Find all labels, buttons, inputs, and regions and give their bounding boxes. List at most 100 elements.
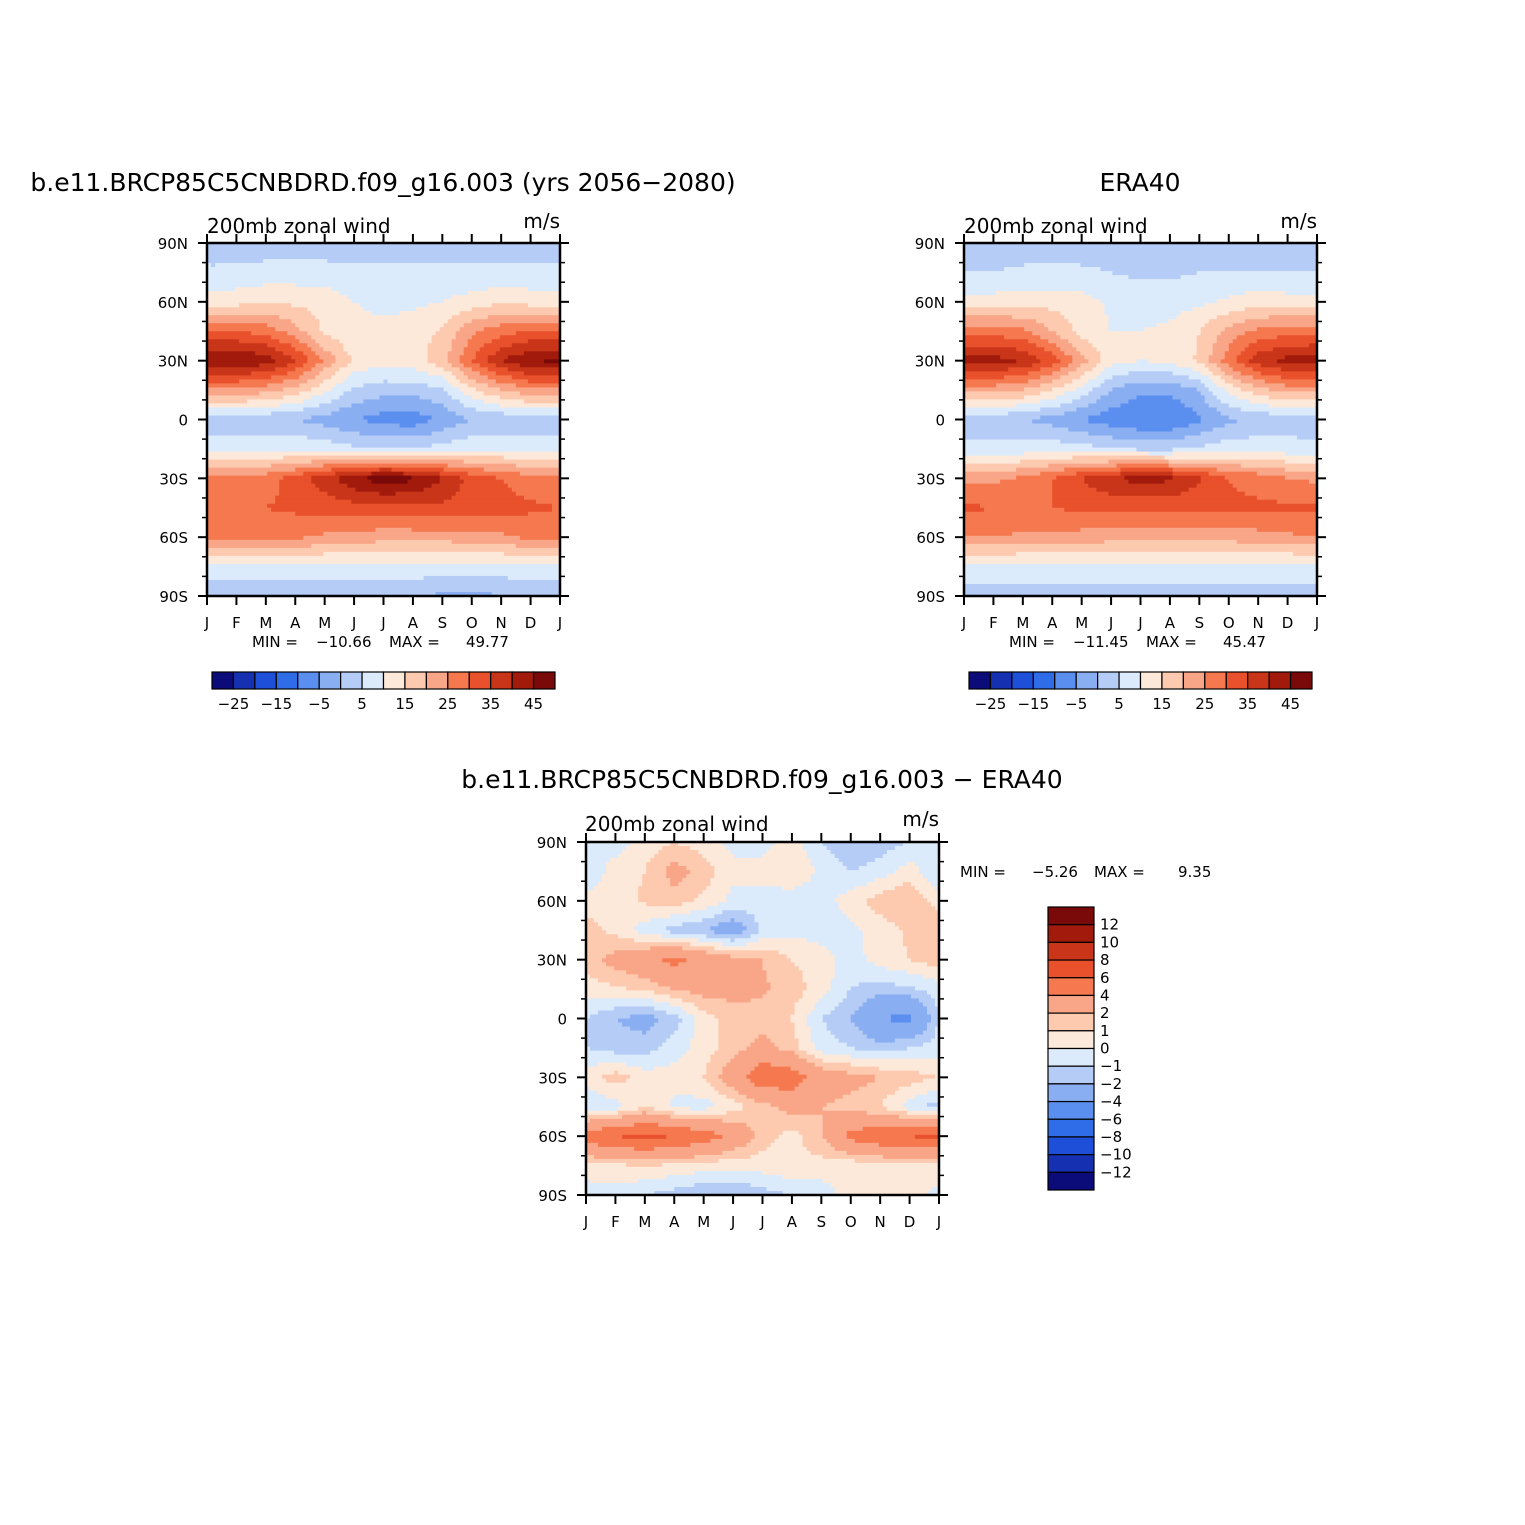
contour-cell bbox=[646, 866, 667, 871]
contour-cell bbox=[666, 1134, 723, 1140]
contour-cell bbox=[1224, 371, 1242, 376]
colorbar-label: 10 bbox=[1100, 933, 1119, 951]
contour-cell bbox=[207, 471, 268, 477]
contour-cell bbox=[1216, 467, 1286, 473]
contour-cell bbox=[694, 1018, 719, 1024]
contour-cell bbox=[1220, 331, 1246, 336]
contour-cell bbox=[762, 966, 800, 971]
colorbar-label: 5 bbox=[357, 695, 367, 713]
contour-cell bbox=[798, 1070, 848, 1076]
contour-cell bbox=[483, 399, 525, 405]
contour-cell bbox=[934, 886, 940, 891]
contour-cell bbox=[622, 1114, 671, 1120]
contour-cell bbox=[207, 591, 437, 597]
contour-cell bbox=[435, 363, 453, 368]
contour-cell bbox=[487, 383, 517, 389]
min-value: −5.26 bbox=[1032, 863, 1078, 881]
contour-cell bbox=[1052, 503, 1318, 509]
contour-cell bbox=[718, 1042, 752, 1048]
contour-cell bbox=[702, 1074, 719, 1080]
contour-cell bbox=[854, 1138, 940, 1144]
contour-cell bbox=[335, 495, 453, 501]
contour-cell bbox=[826, 1022, 856, 1028]
contour-cell bbox=[527, 287, 561, 292]
contour-cell bbox=[722, 1070, 752, 1076]
contour-cell bbox=[822, 1178, 940, 1184]
contour-cell bbox=[1020, 459, 1110, 465]
contour-cell bbox=[790, 1066, 824, 1072]
contour-cell bbox=[1100, 299, 1218, 304]
colorbar-swatch bbox=[1047, 959, 1095, 979]
contour-cell bbox=[443, 367, 461, 372]
x-tick-label: A bbox=[669, 1213, 680, 1231]
contour-cell bbox=[207, 315, 280, 320]
contour-cell bbox=[1088, 379, 1105, 384]
contour-cell bbox=[964, 427, 1069, 433]
contour-cell bbox=[834, 1034, 868, 1040]
contour-cell bbox=[810, 858, 840, 863]
contour-cell bbox=[459, 359, 473, 364]
contour-cell bbox=[586, 1090, 599, 1096]
contour-cell bbox=[706, 950, 780, 955]
contour-cell bbox=[874, 894, 924, 899]
contour-cell bbox=[451, 395, 473, 401]
contour-cell bbox=[479, 347, 501, 352]
contour-cell bbox=[818, 942, 864, 947]
contour-cell bbox=[1052, 479, 1085, 485]
contour-cell bbox=[586, 886, 595, 891]
contour-cell bbox=[802, 842, 824, 847]
contour-cell bbox=[1168, 319, 1210, 324]
contour-cell bbox=[443, 387, 461, 393]
colorbar-swatch bbox=[1047, 1012, 1095, 1032]
x-tick-label: N bbox=[496, 614, 507, 632]
contour-cell bbox=[666, 1010, 687, 1016]
contour-cell bbox=[734, 1086, 780, 1092]
contour-cell bbox=[706, 1078, 723, 1084]
contour-cell bbox=[862, 938, 904, 943]
contour-cell bbox=[1208, 375, 1222, 380]
contour-cell bbox=[798, 998, 820, 1004]
contour-cell bbox=[1060, 375, 1081, 380]
contour-cell bbox=[1016, 467, 1065, 473]
contour-cell bbox=[902, 842, 940, 847]
contour-cell bbox=[1284, 475, 1318, 481]
contour-cell bbox=[914, 862, 940, 867]
contour-cell bbox=[842, 1094, 888, 1100]
contour-cell bbox=[1048, 339, 1069, 344]
contour-cell bbox=[878, 1066, 940, 1072]
contour-cell bbox=[830, 950, 864, 955]
contour-cell bbox=[447, 355, 461, 360]
contour-cell bbox=[794, 1030, 812, 1036]
contour-cell bbox=[862, 1002, 924, 1008]
contour-cell bbox=[614, 966, 764, 971]
contour-cell bbox=[287, 363, 304, 368]
contour-cell bbox=[427, 355, 449, 360]
contour-cell bbox=[351, 387, 445, 393]
contour-cell bbox=[527, 339, 561, 344]
contour-cell bbox=[850, 1062, 940, 1068]
contour-cell bbox=[638, 974, 768, 979]
contour-cell bbox=[1056, 331, 1077, 336]
contour-cell bbox=[1224, 379, 1242, 384]
contour-cell bbox=[1224, 423, 1318, 429]
contour-cell bbox=[964, 507, 985, 513]
contour-cell bbox=[275, 327, 300, 332]
contour-cell bbox=[379, 491, 397, 497]
contour-cell bbox=[1084, 371, 1101, 376]
contour-cell bbox=[964, 479, 1001, 485]
contour-cell bbox=[964, 447, 1138, 453]
contour-cell bbox=[279, 403, 320, 409]
contour-cell bbox=[794, 1022, 808, 1028]
contour-cell bbox=[964, 247, 1318, 252]
panel-title: b.e11.BRCP85C5CNBDRD.f09_g16.003 (yrs 20… bbox=[30, 168, 735, 197]
contour-cell bbox=[1040, 359, 1061, 364]
contour-cell bbox=[1252, 355, 1286, 360]
contour-cell bbox=[964, 275, 1130, 280]
x-tick-label: M bbox=[638, 1213, 651, 1231]
contour-cell bbox=[774, 1042, 800, 1048]
contour-cell bbox=[618, 1110, 643, 1116]
contour-cell bbox=[207, 411, 272, 417]
contour-cell bbox=[375, 527, 413, 533]
contour-cell bbox=[586, 1086, 591, 1092]
contour-cell bbox=[323, 379, 344, 384]
